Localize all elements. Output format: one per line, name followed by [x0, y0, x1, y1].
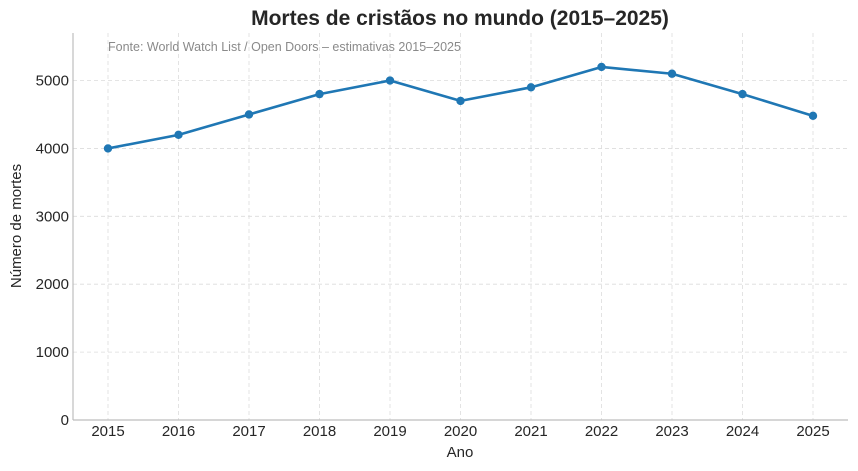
x-tick-label: 2021	[514, 423, 547, 440]
data-point	[103, 144, 113, 153]
series-layer	[103, 62, 818, 153]
series-line	[106, 65, 815, 150]
x-tick-label: 2018	[303, 423, 336, 440]
data-point	[315, 89, 324, 99]
y-tick-labels: 0 1000 2000 3000 4000 5000	[36, 73, 69, 429]
y-tick-label: 2000	[36, 276, 69, 293]
x-tick-label: 2019	[373, 423, 406, 440]
x-tick-label: 2015	[91, 423, 124, 440]
x-tick-label: 2016	[162, 423, 195, 440]
x-tick-label: 2025	[796, 423, 829, 440]
data-point	[244, 110, 254, 119]
y-tick-label: 5000	[36, 73, 69, 90]
data-point	[456, 96, 465, 106]
x-tick-label: 2017	[232, 423, 265, 440]
x-axis-label: Ano	[447, 444, 474, 461]
x-tick-label: 2020	[444, 423, 477, 440]
data-point	[597, 62, 606, 72]
x-tick-label: 2022	[585, 423, 618, 440]
data-point	[738, 89, 747, 99]
x-tick-label: 2024	[726, 423, 759, 440]
data-point	[808, 111, 818, 121]
y-tick-label: 4000	[36, 140, 69, 157]
data-point	[667, 69, 677, 78]
y-tick-label: 3000	[36, 208, 69, 225]
y-tick-label: 0	[61, 412, 69, 429]
x-tick-label: 2023	[655, 423, 688, 440]
data-point	[526, 83, 536, 92]
data-point	[385, 76, 395, 85]
x-tick-labels: 2015 2016 2017 2018 2019 2020 2021 2022 2023 2024…	[91, 423, 829, 440]
y-axis-label: Número de mortes	[8, 164, 25, 288]
source-annotation: Fonte: World Watch List / Open Doors – e…	[108, 40, 461, 54]
data-point	[174, 130, 183, 140]
y-tick-label: 1000	[36, 344, 69, 361]
chart-title: Mortes de cristãos no mundo (2015–2025)	[251, 7, 669, 30]
